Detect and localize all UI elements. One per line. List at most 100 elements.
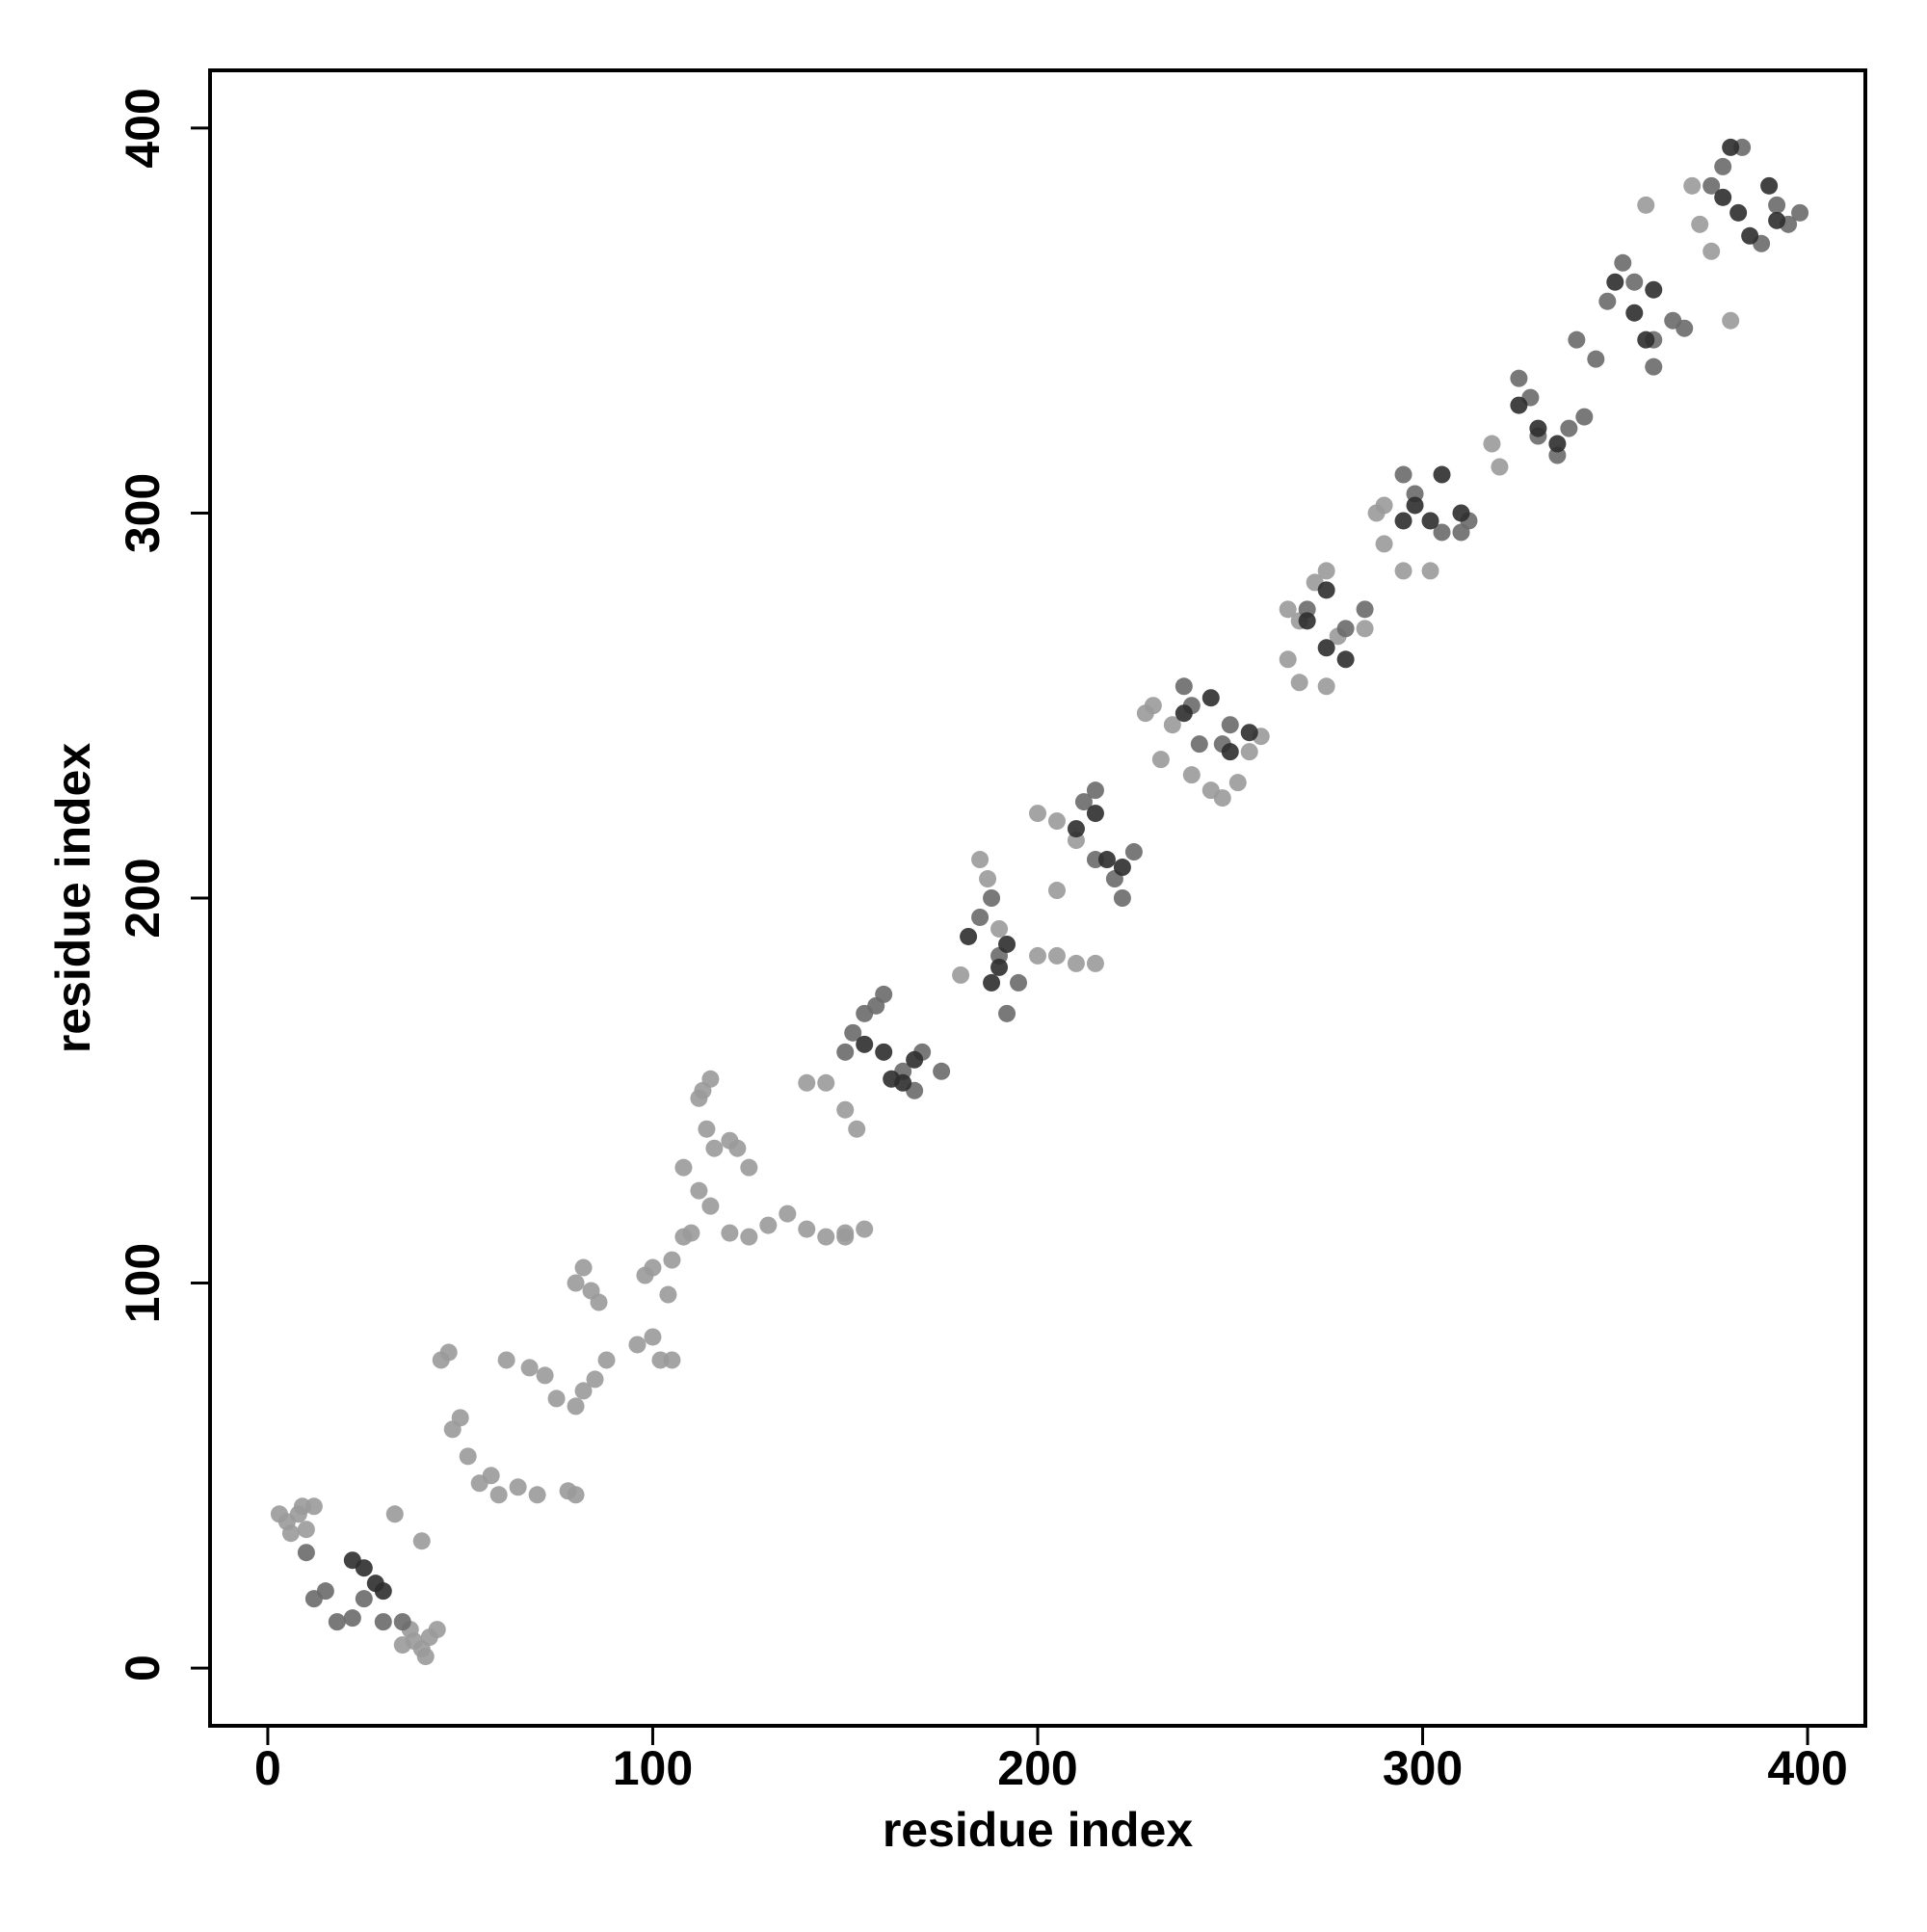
point [1691,215,1709,233]
point [374,1613,392,1631]
point [817,1073,835,1092]
point [385,1505,404,1523]
point [1560,419,1578,437]
point [1768,211,1786,229]
point [1151,751,1170,769]
point [1510,369,1528,387]
point [489,1486,508,1504]
point [798,1073,816,1092]
point [701,1197,720,1215]
point [705,1139,724,1157]
point [998,935,1016,953]
point [293,1497,311,1516]
point [1190,735,1208,754]
point [297,1521,315,1539]
point [1421,562,1439,580]
point [1598,292,1617,310]
point [482,1467,500,1485]
point [1729,203,1748,222]
point [281,1524,300,1543]
point [659,1285,677,1304]
y-tick-label: 200 [116,858,170,938]
point [1067,820,1085,838]
x-tick-label: 200 [997,1741,1077,1795]
point [1510,396,1528,414]
point [990,958,1009,976]
point [1290,674,1308,692]
point [1606,273,1624,291]
point [1086,805,1104,823]
point [1317,677,1335,696]
point [628,1336,647,1354]
point [509,1478,527,1496]
point [1645,357,1663,376]
point [836,1100,855,1119]
point [1491,458,1509,476]
point [1182,766,1201,784]
point [1113,859,1131,877]
y-axis-title: residue index [46,743,100,1054]
point [960,927,978,945]
point [1625,273,1644,291]
point [439,1343,458,1362]
point [547,1389,566,1408]
point [1317,639,1335,657]
point [1722,138,1740,156]
point [1097,851,1116,869]
point [1356,620,1374,638]
point [393,1613,411,1631]
point [644,1328,662,1346]
x-tick-label: 300 [1383,1741,1463,1795]
point [1086,781,1104,800]
point [856,1035,874,1053]
point [1587,350,1605,368]
point [1394,512,1412,530]
point [355,1559,373,1577]
point [663,1351,681,1369]
point [1714,157,1732,175]
point [1421,512,1439,530]
point [1201,689,1220,707]
x-axis-title: residue index [883,1803,1194,1857]
point [1047,882,1066,900]
point [567,1397,585,1416]
point [1637,331,1655,349]
point [1113,889,1131,907]
point [1086,954,1104,972]
point [690,1181,708,1200]
point [1760,176,1779,195]
point [528,1486,546,1504]
point [536,1366,554,1385]
point [1741,226,1759,245]
point [1029,946,1046,965]
point [1317,562,1335,580]
point [1124,843,1143,861]
point [1029,805,1046,823]
point [759,1216,778,1234]
point [1483,435,1501,453]
point [559,1482,577,1500]
point [721,1224,739,1242]
point [520,1359,539,1377]
x-tick-label: 0 [254,1741,281,1795]
point [1568,331,1586,349]
point [1375,496,1393,515]
point [374,1582,392,1601]
point [574,1258,593,1277]
point [1336,650,1355,669]
point [740,1228,758,1246]
point [674,1158,693,1177]
point [906,1050,924,1069]
y-tick-label: 300 [116,473,170,553]
point [1317,581,1335,599]
point [1575,408,1594,426]
point [355,1590,373,1608]
point [894,1073,912,1092]
point [1163,716,1181,734]
point [998,1004,1016,1022]
point [971,908,990,926]
point [416,1648,435,1666]
point [586,1370,604,1389]
